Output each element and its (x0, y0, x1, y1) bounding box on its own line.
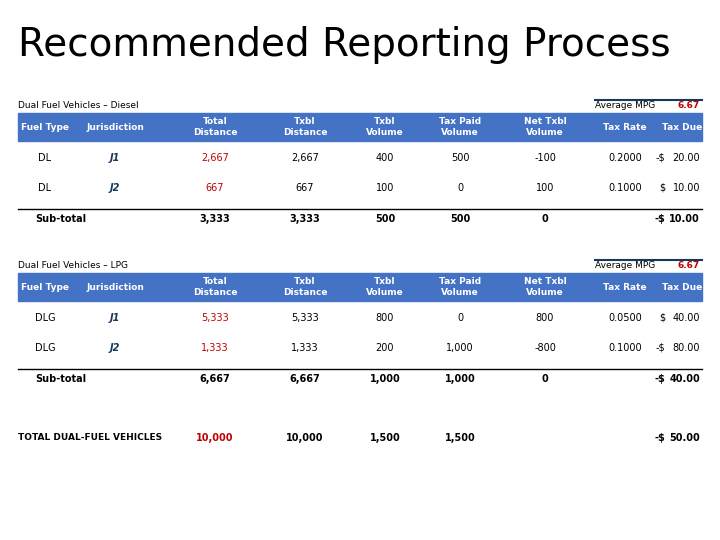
Text: -$: -$ (654, 433, 665, 443)
Bar (18, 273, 702, 301)
Text: 1,500: 1,500 (369, 433, 400, 443)
Text: 40.00: 40.00 (670, 374, 700, 384)
Text: -100: -100 (534, 153, 556, 163)
Text: 500: 500 (450, 214, 470, 224)
Text: Recommended Reporting Process: Recommended Reporting Process (18, 26, 670, 64)
Text: Fuel Type: Fuel Type (21, 282, 69, 292)
Text: 0.2000: 0.2000 (608, 153, 642, 163)
Text: 5,333: 5,333 (291, 313, 319, 323)
Text: 3,333: 3,333 (199, 214, 230, 224)
Text: Dual Fuel Vehicles – Diesel: Dual Fuel Vehicles – Diesel (18, 100, 139, 110)
Text: 6.67: 6.67 (678, 100, 700, 110)
Text: 6,667: 6,667 (199, 374, 230, 384)
Text: -$: -$ (655, 343, 665, 353)
Text: Net Txbl
Volume: Net Txbl Volume (523, 278, 567, 296)
Text: 100: 100 (376, 183, 394, 193)
Text: 20.00: 20.00 (672, 153, 700, 163)
Text: 10.00: 10.00 (672, 183, 700, 193)
Text: Average MPG: Average MPG (595, 100, 655, 110)
Text: 1,333: 1,333 (201, 343, 229, 353)
Text: 80.00: 80.00 (672, 343, 700, 353)
Text: 10,000: 10,000 (197, 433, 234, 443)
Text: 6.67: 6.67 (678, 260, 700, 269)
Text: Average MPG: Average MPG (595, 260, 655, 269)
Text: $: $ (659, 313, 665, 323)
Text: 1,333: 1,333 (291, 343, 319, 353)
Text: 0: 0 (457, 183, 463, 193)
Text: Fuel Type: Fuel Type (21, 123, 69, 132)
Text: Total
Distance: Total Distance (193, 278, 238, 296)
Text: 400: 400 (376, 153, 394, 163)
Text: 0: 0 (541, 214, 549, 224)
Text: DLG: DLG (35, 313, 55, 323)
Text: 1,000: 1,000 (369, 374, 400, 384)
Text: -800: -800 (534, 343, 556, 353)
Text: 1,500: 1,500 (445, 433, 475, 443)
Text: J2: J2 (110, 183, 120, 193)
Text: 40.00: 40.00 (672, 313, 700, 323)
Text: Tax Rate: Tax Rate (603, 282, 647, 292)
Text: J1: J1 (110, 153, 120, 163)
Text: 6,667: 6,667 (289, 374, 320, 384)
Text: 800: 800 (536, 313, 554, 323)
Text: 100: 100 (536, 183, 554, 193)
Text: Tax Rate: Tax Rate (603, 123, 647, 132)
Text: 50.00: 50.00 (670, 433, 700, 443)
Text: Tax Paid
Volume: Tax Paid Volume (439, 278, 481, 296)
Text: Txbl
Distance: Txbl Distance (283, 117, 328, 137)
Text: DL: DL (38, 183, 52, 193)
Text: 2,667: 2,667 (201, 153, 229, 163)
Text: 200: 200 (376, 343, 395, 353)
Text: Sub-total: Sub-total (35, 214, 86, 224)
Text: Total
Distance: Total Distance (193, 117, 238, 137)
Text: $: $ (659, 183, 665, 193)
Text: 0.0500: 0.0500 (608, 313, 642, 323)
Text: Dual Fuel Vehicles – LPG: Dual Fuel Vehicles – LPG (18, 260, 128, 269)
Text: TOTAL DUAL-FUEL VEHICLES: TOTAL DUAL-FUEL VEHICLES (18, 434, 162, 442)
Text: 0: 0 (541, 374, 549, 384)
Text: Tax Due: Tax Due (662, 282, 702, 292)
Text: 0.1000: 0.1000 (608, 343, 642, 353)
Text: 0.1000: 0.1000 (608, 183, 642, 193)
Text: 10,000: 10,000 (287, 433, 324, 443)
Text: Txbl
Volume: Txbl Volume (366, 278, 404, 296)
Text: 800: 800 (376, 313, 394, 323)
Text: -$: -$ (654, 214, 665, 224)
Text: DL: DL (38, 153, 52, 163)
Text: 667: 667 (206, 183, 224, 193)
Text: Sub-total: Sub-total (35, 374, 86, 384)
Text: 5,333: 5,333 (201, 313, 229, 323)
Text: Tax Due: Tax Due (662, 123, 702, 132)
Text: Jurisdiction: Jurisdiction (86, 123, 144, 132)
Text: 667: 667 (296, 183, 314, 193)
Text: Net Txbl
Volume: Net Txbl Volume (523, 117, 567, 137)
Text: J2: J2 (110, 343, 120, 353)
Text: 500: 500 (375, 214, 395, 224)
Text: 2,667: 2,667 (291, 153, 319, 163)
Text: J1: J1 (110, 313, 120, 323)
Text: Txbl
Volume: Txbl Volume (366, 117, 404, 137)
Text: 3,333: 3,333 (289, 214, 320, 224)
Text: 10.00: 10.00 (670, 214, 700, 224)
Text: 1,000: 1,000 (445, 374, 475, 384)
Text: 500: 500 (451, 153, 469, 163)
Text: Txbl
Distance: Txbl Distance (283, 278, 328, 296)
Text: Jurisdiction: Jurisdiction (86, 282, 144, 292)
Text: Tax Paid
Volume: Tax Paid Volume (439, 117, 481, 137)
Text: DLG: DLG (35, 343, 55, 353)
Text: -$: -$ (654, 374, 665, 384)
Text: 1,000: 1,000 (446, 343, 474, 353)
Bar (18, 113, 702, 141)
Text: -$: -$ (655, 153, 665, 163)
Text: 0: 0 (457, 313, 463, 323)
